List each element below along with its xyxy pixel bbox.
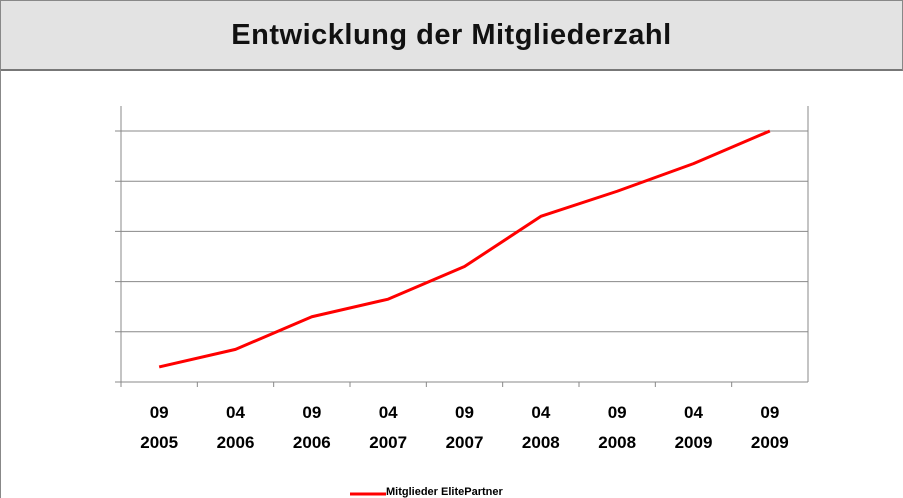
x-tick-label: 09 2007 bbox=[445, 403, 484, 452]
x-tick-label: 09 2009 bbox=[750, 403, 789, 452]
frame bbox=[0, 70, 1, 498]
x-tick-label: 09 2008 bbox=[598, 403, 637, 452]
x-tick-label: 09 2006 bbox=[292, 403, 331, 452]
chart-title: Entwicklung der Mitgliederzahl bbox=[0, 0, 903, 71]
x-tick-label: 04 2007 bbox=[369, 403, 408, 452]
x-tick-label: 09 2005 bbox=[140, 403, 179, 452]
x-tick-label: 04 2008 bbox=[521, 403, 560, 452]
x-tick-label: 04 2009 bbox=[674, 403, 713, 452]
line bbox=[158, 129, 771, 369]
x-tick-label: 04 2006 bbox=[216, 403, 255, 452]
legend-label: Mitglieder ElitePartner bbox=[386, 486, 503, 498]
